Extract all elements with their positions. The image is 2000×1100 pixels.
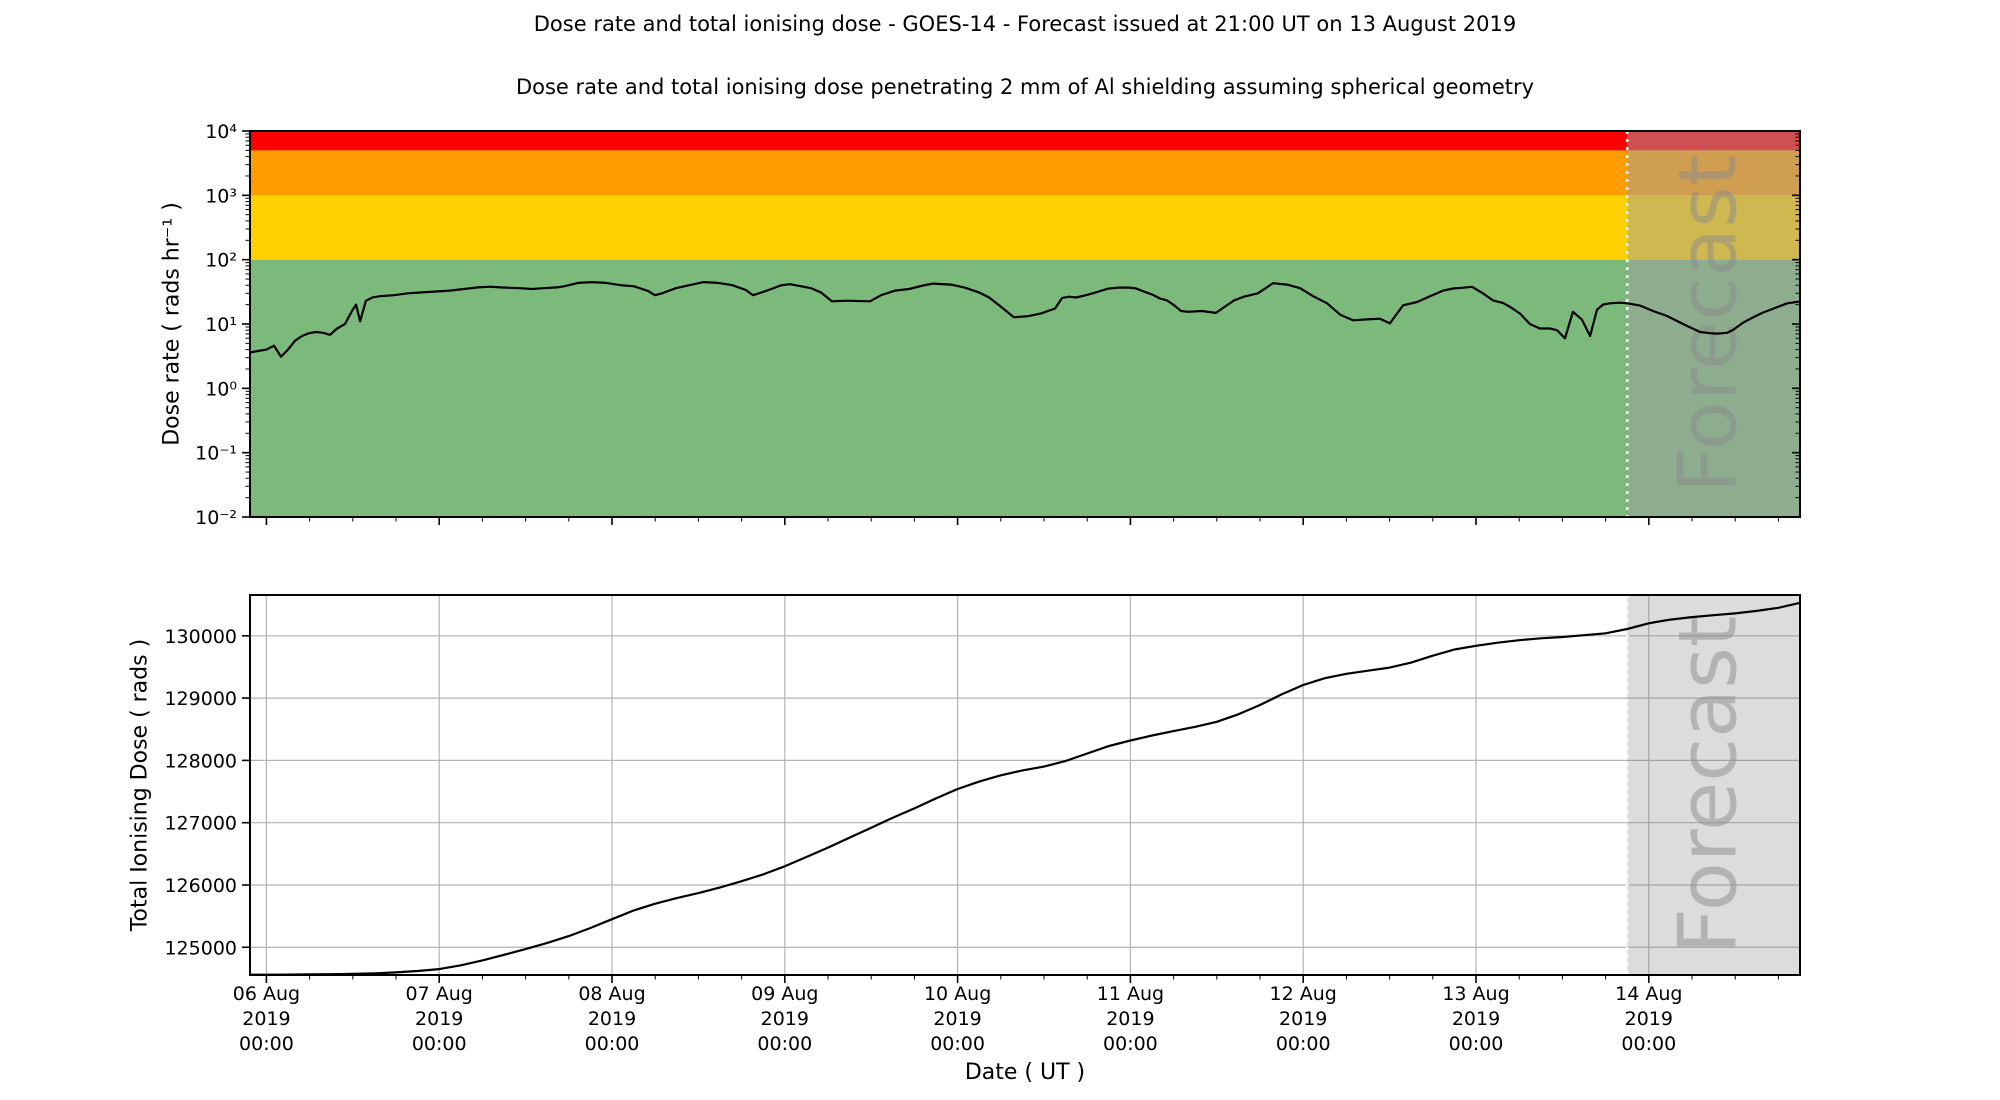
top-y-tick-label: 10² (205, 250, 237, 272)
x-tick-day-label: 11 Aug (1097, 983, 1164, 1005)
bottom-panel-frame (249, 594, 1801, 976)
x-tick-time-label: 00:00 (757, 1033, 812, 1055)
forecast-watermark-top: Forecast (1662, 155, 1755, 494)
x-tick-time-label: 00:00 (1276, 1033, 1331, 1055)
x-tick-year-label: 2019 (761, 1008, 809, 1030)
x-tick-year-label: 2019 (1106, 1008, 1154, 1030)
figure-title: Dose rate and total ionising dose - GOES… (533, 12, 1517, 36)
x-tick-year-label: 2019 (1279, 1008, 1327, 1030)
x-tick-time-label: 00:00 (1449, 1033, 1504, 1055)
x-tick-year-label: 2019 (415, 1008, 463, 1030)
forecast-region-top (1627, 131, 1800, 517)
x-tick-day-label: 14 Aug (1615, 983, 1682, 1005)
bottom-y-tick-label: 125000 (164, 937, 237, 959)
bottom-y-tick-label: 130000 (164, 626, 237, 648)
x-tick-time-label: 00:00 (930, 1033, 985, 1055)
x-tick-time-label: 00:00 (1621, 1033, 1676, 1055)
top-y-tick-label: 10⁴ (205, 121, 237, 143)
top-y-tick-label: 10³ (205, 185, 237, 207)
bottom-y-tick-label: 127000 (164, 813, 237, 835)
x-tick-time-label: 00:00 (239, 1033, 294, 1055)
x-tick-year-label: 2019 (933, 1008, 981, 1030)
threshold-band-green (250, 259, 1800, 517)
top-y-tick-label: 10⁻¹ (195, 443, 237, 465)
x-tick-day-label: 12 Aug (1270, 983, 1337, 1005)
bottom-y-tick-label: 126000 (164, 875, 237, 897)
threshold-band-orange (250, 150, 1800, 196)
bottom-y-tick-label: 128000 (164, 750, 237, 772)
forecast-region-bottom (1627, 595, 1800, 975)
dose-rate-line (249, 281, 1801, 358)
x-tick-time-label: 00:00 (1103, 1033, 1158, 1055)
x-axis-label: Date ( UT ) (964, 1060, 1086, 1085)
x-tick-day-label: 09 Aug (751, 983, 818, 1005)
x-tick-time-label: 00:00 (412, 1033, 467, 1055)
top-y-tick-label: 10⁻² (195, 507, 237, 529)
x-tick-year-label: 2019 (1452, 1008, 1500, 1030)
threshold-band-yellow (250, 195, 1800, 260)
x-tick-time-label: 00:00 (585, 1033, 640, 1055)
x-tick-day-label: 06 Aug (233, 983, 300, 1005)
figure-subtitle: Dose rate and total ionising dose penetr… (515, 75, 1535, 99)
bottom-y-tick-label: 129000 (164, 688, 237, 710)
threshold-band-red (250, 131, 1800, 151)
x-tick-day-label: 13 Aug (1442, 983, 1509, 1005)
x-tick-year-label: 2019 (242, 1008, 290, 1030)
top-y-tick-label: 10¹ (205, 314, 237, 336)
x-tick-year-label: 2019 (588, 1008, 636, 1030)
top-y-tick-label: 10⁰ (205, 378, 237, 400)
total-dose-line (250, 601, 1801, 976)
x-tick-year-label: 2019 (1625, 1008, 1673, 1030)
x-tick-day-label: 07 Aug (406, 983, 473, 1005)
x-tick-day-label: 10 Aug (924, 983, 991, 1005)
x-tick-day-label: 08 Aug (578, 983, 645, 1005)
forecast-watermark-bottom: Forecast (1662, 616, 1755, 955)
